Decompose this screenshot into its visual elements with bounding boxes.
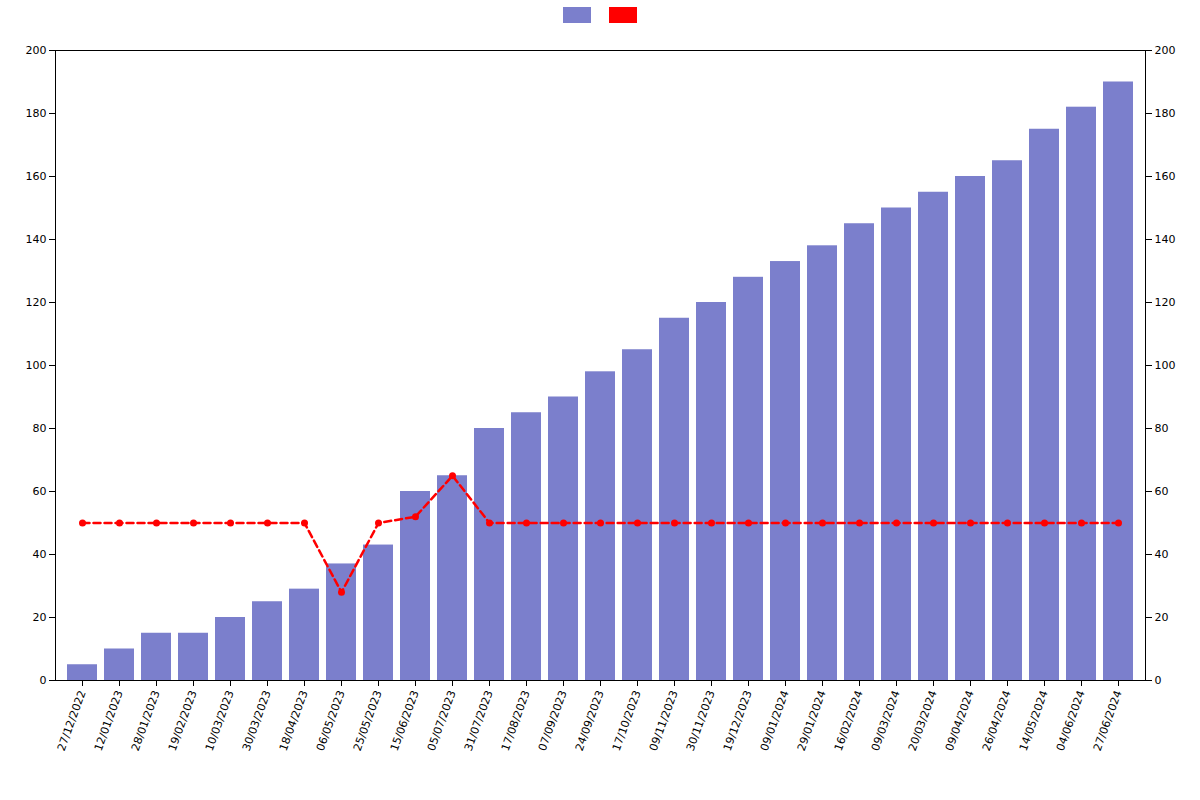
svg-text:100: 100 bbox=[1155, 359, 1176, 372]
svg-text:17/08/2023: 17/08/2023 bbox=[499, 689, 533, 753]
svg-text:30/11/2023: 30/11/2023 bbox=[684, 689, 718, 753]
svg-text:160: 160 bbox=[1155, 170, 1176, 183]
svg-text:20: 20 bbox=[1155, 611, 1169, 624]
svg-text:06/05/2023: 06/05/2023 bbox=[314, 689, 348, 753]
svg-text:200: 200 bbox=[1155, 44, 1176, 57]
svg-text:80: 80 bbox=[1155, 422, 1169, 435]
svg-text:09/11/2023: 09/11/2023 bbox=[647, 689, 681, 753]
svg-text:80: 80 bbox=[33, 422, 47, 435]
svg-text:09/04/2024: 09/04/2024 bbox=[943, 689, 977, 753]
svg-text:24/09/2023: 24/09/2023 bbox=[573, 689, 607, 753]
svg-text:17/10/2023: 17/10/2023 bbox=[610, 689, 644, 753]
svg-text:180: 180 bbox=[26, 107, 47, 120]
svg-text:04/06/2024: 04/06/2024 bbox=[1054, 689, 1088, 753]
svg-text:180: 180 bbox=[1155, 107, 1176, 120]
svg-text:09/01/2024: 09/01/2024 bbox=[758, 689, 792, 753]
svg-text:100: 100 bbox=[26, 359, 47, 372]
svg-text:19/02/2023: 19/02/2023 bbox=[166, 689, 200, 753]
svg-text:160: 160 bbox=[26, 170, 47, 183]
svg-text:28/01/2023: 28/01/2023 bbox=[129, 689, 163, 753]
svg-text:60: 60 bbox=[1155, 485, 1169, 498]
svg-text:26/04/2024: 26/04/2024 bbox=[980, 689, 1014, 753]
svg-text:40: 40 bbox=[33, 548, 47, 561]
svg-text:30/03/2023: 30/03/2023 bbox=[240, 689, 274, 753]
svg-text:25/05/2023: 25/05/2023 bbox=[351, 689, 385, 753]
svg-text:120: 120 bbox=[26, 296, 47, 309]
svg-text:0: 0 bbox=[1155, 674, 1162, 687]
svg-text:19/12/2023: 19/12/2023 bbox=[721, 689, 755, 753]
svg-text:07/09/2023: 07/09/2023 bbox=[536, 689, 570, 753]
svg-text:18/04/2023: 18/04/2023 bbox=[277, 689, 311, 753]
svg-text:20/03/2024: 20/03/2024 bbox=[906, 689, 940, 753]
svg-text:27/12/2022: 27/12/2022 bbox=[55, 689, 89, 753]
svg-text:31/07/2023: 31/07/2023 bbox=[462, 689, 496, 753]
svg-text:14/05/2024: 14/05/2024 bbox=[1017, 689, 1051, 753]
svg-text:12/01/2023: 12/01/2023 bbox=[92, 689, 126, 753]
svg-text:120: 120 bbox=[1155, 296, 1176, 309]
svg-text:15/06/2023: 15/06/2023 bbox=[388, 689, 422, 753]
svg-text:27/06/2024: 27/06/2024 bbox=[1091, 689, 1125, 753]
svg-text:10/03/2023: 10/03/2023 bbox=[203, 689, 237, 753]
svg-text:16/02/2024: 16/02/2024 bbox=[832, 689, 866, 753]
svg-text:09/03/2024: 09/03/2024 bbox=[869, 689, 903, 753]
svg-text:05/07/2023: 05/07/2023 bbox=[425, 689, 459, 753]
svg-text:140: 140 bbox=[1155, 233, 1176, 246]
svg-text:29/01/2024: 29/01/2024 bbox=[795, 689, 829, 753]
svg-text:20: 20 bbox=[33, 611, 47, 624]
svg-text:40: 40 bbox=[1155, 548, 1169, 561]
svg-text:200: 200 bbox=[26, 44, 47, 57]
svg-text:140: 140 bbox=[26, 233, 47, 246]
svg-text:0: 0 bbox=[40, 674, 47, 687]
svg-text:60: 60 bbox=[33, 485, 47, 498]
